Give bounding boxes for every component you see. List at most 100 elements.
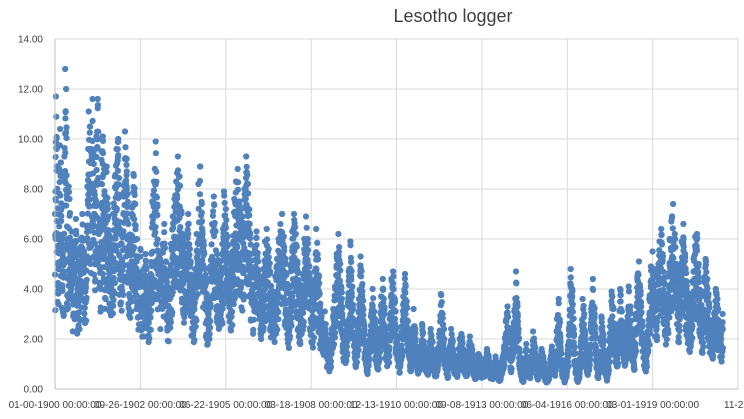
data-point (104, 200, 111, 207)
data-point (114, 167, 122, 174)
data-point (514, 318, 522, 325)
data-point (350, 306, 357, 313)
data-points (51, 65, 727, 386)
data-point (580, 321, 588, 328)
data-point (327, 363, 334, 370)
data-point (381, 306, 388, 313)
data-point (599, 323, 606, 330)
data-point (440, 326, 447, 333)
data-point (153, 194, 160, 201)
data-point (348, 290, 355, 297)
data-point (91, 271, 98, 278)
data-point (438, 299, 445, 306)
data-point (515, 326, 522, 333)
data-point (513, 280, 520, 287)
data-point (57, 159, 64, 166)
data-point (358, 273, 365, 280)
data-point (60, 312, 67, 319)
data-point (177, 182, 184, 189)
data-point (396, 369, 403, 376)
data-point (517, 354, 524, 361)
data-point (193, 285, 200, 292)
data-point (239, 307, 246, 314)
data-point (110, 302, 117, 310)
data-point (65, 188, 73, 196)
data-point (314, 251, 321, 258)
data-point (338, 284, 345, 291)
data-point (275, 308, 282, 316)
data-point (306, 271, 313, 278)
data-point (87, 260, 94, 268)
data-point (515, 334, 523, 341)
data-point (153, 168, 160, 175)
data-point (271, 338, 278, 346)
data-point (309, 344, 317, 351)
data-point (84, 235, 91, 242)
data-point (56, 223, 63, 230)
data-point (580, 302, 587, 309)
data-point (297, 341, 304, 348)
data-point (234, 186, 242, 193)
data-point (390, 286, 397, 293)
data-point (282, 255, 289, 262)
data-point (289, 293, 296, 300)
data-point (232, 230, 239, 237)
data-point (237, 208, 244, 215)
data-point (123, 186, 130, 193)
data-point (93, 166, 100, 174)
data-point (116, 251, 123, 258)
data-point (380, 286, 387, 293)
data-point (102, 305, 109, 312)
data-point (131, 216, 138, 223)
data-point (84, 210, 91, 217)
data-point (209, 212, 216, 219)
data-point (59, 287, 66, 294)
data-point (401, 275, 408, 282)
data-point (240, 291, 247, 298)
data-point (315, 272, 322, 279)
data-point (221, 199, 228, 206)
data-point (192, 323, 199, 330)
data-point (186, 251, 193, 258)
data-point (199, 230, 206, 237)
data-point (361, 326, 368, 333)
data-point (76, 326, 83, 333)
data-point (336, 244, 343, 251)
data-point (587, 356, 594, 363)
data-point (590, 286, 597, 293)
data-point (572, 350, 579, 357)
data-point (268, 282, 275, 289)
data-point (59, 282, 66, 289)
data-point (174, 167, 182, 174)
data-point (295, 277, 302, 284)
data-point (177, 224, 184, 231)
data-point (122, 144, 129, 151)
data-point (203, 278, 210, 285)
data-point (360, 311, 367, 318)
data-point (508, 365, 515, 372)
data-point (300, 318, 307, 325)
data-point (222, 212, 229, 219)
data-point (65, 305, 72, 312)
data-point (86, 129, 93, 136)
data-point (250, 326, 257, 333)
data-point (100, 255, 108, 263)
data-point (154, 236, 161, 243)
data-point (83, 294, 90, 302)
data-point (283, 271, 290, 279)
data-point (223, 216, 230, 223)
data-point (146, 335, 153, 342)
data-point (286, 333, 294, 340)
data-point (243, 163, 250, 170)
data-point (207, 300, 214, 308)
data-point (316, 280, 323, 287)
data-point (111, 279, 118, 286)
data-point (112, 232, 120, 239)
data-point (288, 314, 296, 321)
data-point (359, 288, 366, 295)
data-point (187, 258, 194, 265)
data-point (199, 257, 206, 264)
data-point (193, 317, 200, 324)
data-point (63, 300, 71, 307)
